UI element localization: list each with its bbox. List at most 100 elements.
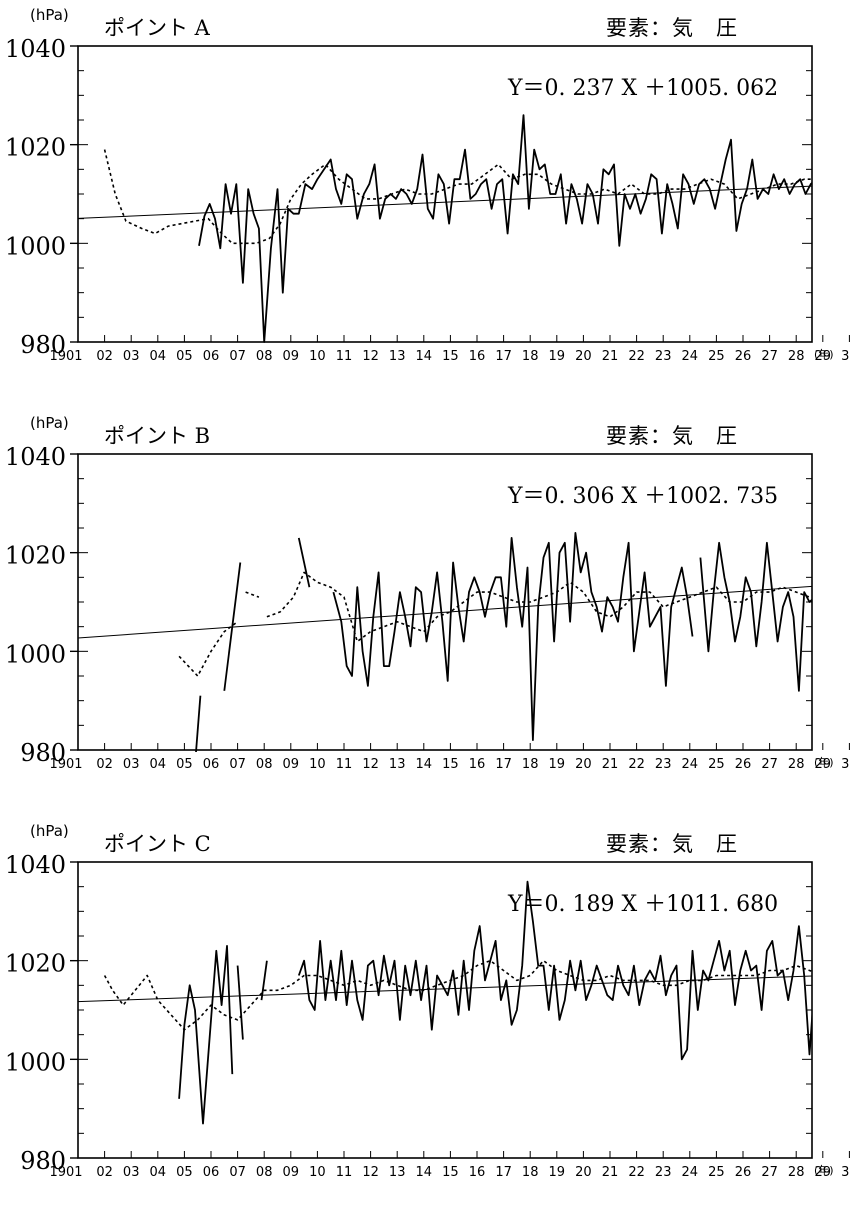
- x-tick-label: 05: [176, 349, 193, 364]
- x-tick-label: 06: [203, 349, 220, 364]
- x-unit-label: (年): [814, 347, 834, 361]
- x-tick-label: 22: [628, 1165, 645, 1180]
- chart-title: ポイント A: [104, 16, 210, 40]
- x-tick-label: 17: [495, 349, 512, 364]
- x-tick-label: 15: [442, 757, 459, 772]
- x-tick-label: 05: [176, 757, 193, 772]
- series-line: [699, 541, 812, 692]
- x-tick-label: 1901: [49, 1165, 82, 1180]
- x-tick-label: 11: [336, 757, 353, 772]
- x-tick-label: 10: [309, 1165, 326, 1180]
- moving-average-line: [103, 149, 812, 245]
- x-tick-label: 02: [96, 757, 113, 772]
- x-tick-label: 25: [708, 349, 725, 364]
- x-tick-label: 19: [549, 1165, 566, 1180]
- x-tick-label: 09: [283, 349, 300, 364]
- y-tick-label: 1000: [5, 232, 66, 260]
- x-tick-label: 10: [309, 349, 326, 364]
- x-tick-label: 15: [442, 1165, 459, 1180]
- x-tick-label: 16: [469, 1165, 486, 1180]
- series-line: [198, 114, 812, 343]
- series-line: [297, 537, 311, 588]
- trend-line: [78, 185, 812, 219]
- x-tick-label: 30: [841, 1165, 850, 1180]
- x-tick-label: 25: [708, 1165, 725, 1180]
- x-tick-label: 08: [256, 349, 273, 364]
- x-tick-label: 11: [336, 349, 353, 364]
- x-tick-label: 16: [469, 757, 486, 772]
- x-tick-label: 13: [389, 1165, 406, 1180]
- x-tick-label: 11: [336, 1165, 353, 1180]
- chart-title: ポイント B: [104, 424, 211, 448]
- series-line: [223, 562, 242, 691]
- x-tick-label: 28: [788, 349, 805, 364]
- series-line: [260, 960, 268, 1001]
- x-tick-label: 15: [442, 349, 459, 364]
- y-tick-label: 980: [20, 1147, 66, 1175]
- chart-a: 980 1000 1020 1040 1901 02 03 04 05 06 07 08 09 10 11 1…: [5, 35, 850, 364]
- unit-label: (hPa): [30, 6, 69, 24]
- series-line: [297, 880, 812, 1061]
- x-tick-label: 03: [123, 757, 140, 772]
- x-tick-label: 1901: [49, 349, 82, 364]
- y-tick-label: 1040: [5, 851, 66, 879]
- x-tick-label: 07: [229, 757, 246, 772]
- x-tick-label: 17: [495, 1165, 512, 1180]
- x-tick-label: 07: [229, 1165, 246, 1180]
- chart-b: 980 1000 1020 1040 1901 02 03 04 05 06 07 08 09 10 11 1…: [5, 443, 850, 772]
- x-tick-label: 14: [416, 1165, 433, 1180]
- unit-label: (hPa): [30, 822, 69, 840]
- x-tick-label: 27: [761, 349, 778, 364]
- x-tick-label: 18: [522, 349, 539, 364]
- x-tick-label: 28: [788, 1165, 805, 1180]
- x-tick-label: 12: [362, 1165, 379, 1180]
- x-tick-label: 24: [682, 349, 699, 364]
- x-tick-label: 18: [522, 757, 539, 772]
- x-tick-label: 26: [735, 1165, 752, 1180]
- x-tick-label: 09: [283, 757, 300, 772]
- element-label: 要素：気 圧: [606, 16, 738, 40]
- x-tick-label: 1901: [49, 757, 82, 772]
- x-tick-label: 23: [655, 1165, 672, 1180]
- x-tick-label: 04: [150, 1165, 167, 1180]
- x-tick-label: 20: [575, 757, 592, 772]
- x-tick-label: 21: [602, 349, 619, 364]
- x-tick-label: 07: [229, 349, 246, 364]
- x-tick-label: 17: [495, 757, 512, 772]
- trend-line: [78, 585, 812, 639]
- element-label: 要素：気 圧: [606, 424, 738, 448]
- x-tick-label: 14: [416, 349, 433, 364]
- moving-average-line: [178, 621, 239, 677]
- x-tick-label: 19: [549, 349, 566, 364]
- x-tick-label: 18: [522, 1165, 539, 1180]
- chart-panel-c: 980 1000 1020 1040 1901 02 03 04 05 06 07 08 09 10 11 1…: [0, 816, 850, 1216]
- chart-c: 980 1000 1020 1040 1901 02 03 04 05 06 07 08 09 10 11 1…: [5, 851, 850, 1180]
- x-tick-label: 06: [203, 757, 220, 772]
- x-tick-label: 13: [389, 349, 406, 364]
- x-tick-label: 16: [469, 349, 486, 364]
- x-tick-label: 21: [602, 1165, 619, 1180]
- chart-panel-a: 980 1000 1020 1040 1901 02 03 04 05 06 07 08 09 10 11 1…: [0, 0, 850, 400]
- x-tick-label: 09: [283, 1165, 300, 1180]
- x-tick-label: 29: [815, 1165, 832, 1180]
- x-tick-label: 14: [416, 757, 433, 772]
- series-line: [332, 532, 694, 742]
- x-tick-label: 26: [735, 349, 752, 364]
- y-tick-label: 1040: [5, 35, 66, 63]
- series-line: [236, 965, 244, 1040]
- x-tick-label: 06: [203, 1165, 220, 1180]
- x-tick-label: 26: [735, 757, 752, 772]
- trend-equation: Y＝0. 189 X ＋1011. 680: [508, 892, 779, 917]
- y-tick-label: 1000: [5, 640, 66, 668]
- x-tick-label: 24: [682, 1165, 699, 1180]
- x-tick-label: 12: [362, 757, 379, 772]
- x-tick-label: 22: [628, 757, 645, 772]
- x-tick-label: 30: [841, 349, 850, 364]
- y-tick-label: 1020: [5, 134, 66, 162]
- x-tick-label: 04: [150, 349, 167, 364]
- x-tick-label: 03: [123, 349, 140, 364]
- moving-average-line: [266, 571, 812, 643]
- x-tick-label: 30: [841, 757, 850, 772]
- x-tick-label: 13: [389, 757, 406, 772]
- x-tick-label: 21: [602, 757, 619, 772]
